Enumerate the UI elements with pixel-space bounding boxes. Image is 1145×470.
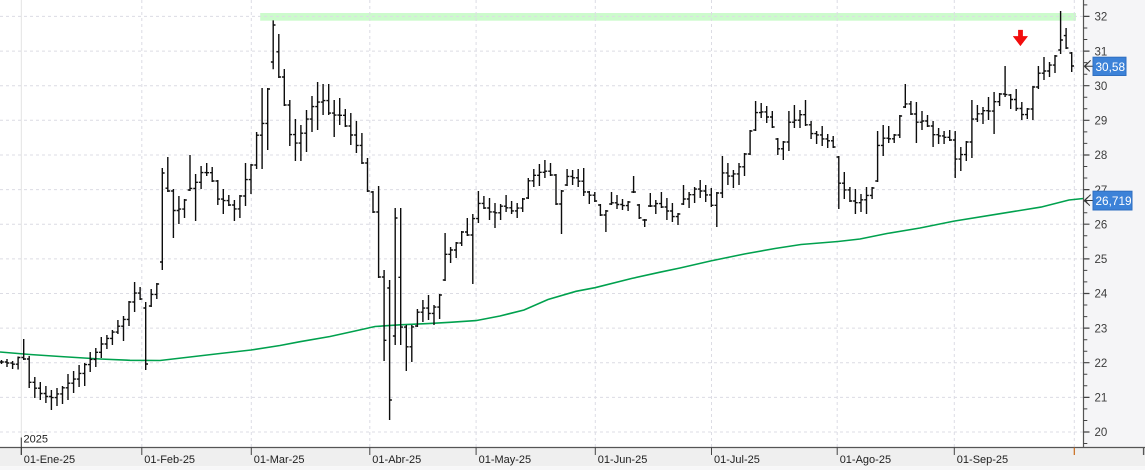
svg-text:29: 29 [1095, 116, 1108, 128]
svg-text:01-Ago-25: 01-Ago-25 [840, 454, 891, 466]
svg-text:26,719: 26,719 [1096, 194, 1132, 208]
svg-text:30: 30 [1095, 81, 1108, 93]
svg-text:01-Mar-25: 01-Mar-25 [254, 454, 305, 466]
svg-text:01-May-25: 01-May-25 [479, 454, 532, 466]
svg-text:01-Jun-25: 01-Jun-25 [598, 454, 648, 466]
svg-text:25: 25 [1095, 254, 1108, 266]
svg-text:31: 31 [1095, 46, 1108, 58]
svg-text:21: 21 [1095, 393, 1108, 405]
svg-text:22: 22 [1095, 358, 1108, 370]
svg-text:23: 23 [1095, 323, 1108, 335]
svg-text:24: 24 [1095, 289, 1108, 301]
svg-text:2025: 2025 [24, 434, 48, 446]
svg-text:01-Ene-25: 01-Ene-25 [24, 454, 75, 466]
svg-text:01-Sep-25: 01-Sep-25 [957, 454, 1008, 466]
svg-text:26: 26 [1095, 219, 1108, 231]
svg-text:01-Abr-25: 01-Abr-25 [372, 454, 421, 466]
svg-text:01-Feb-25: 01-Feb-25 [144, 454, 195, 466]
svg-text:32: 32 [1095, 12, 1108, 24]
svg-text:20: 20 [1095, 427, 1108, 439]
svg-text:28: 28 [1095, 150, 1108, 162]
svg-text:30,58: 30,58 [1096, 60, 1126, 74]
svg-text:01-Jul-25: 01-Jul-25 [714, 454, 760, 466]
